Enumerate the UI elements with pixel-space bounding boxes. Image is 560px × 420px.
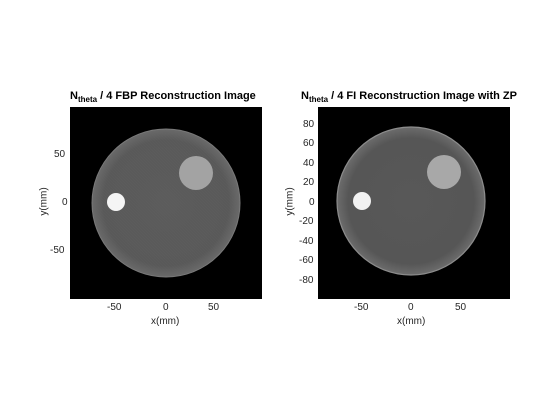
fi-title: Ntheta / 4 FI Reconstruction Image with … bbox=[301, 90, 517, 104]
fi-ytick: -60 bbox=[299, 255, 314, 266]
fi-ytick: 40 bbox=[303, 158, 315, 169]
fbp-title: Ntheta / 4 FBP Reconstruction Image bbox=[70, 90, 256, 104]
fbp-image bbox=[70, 107, 262, 299]
fbp-xtick: 50 bbox=[208, 302, 220, 313]
fbp-bright-insert bbox=[107, 193, 125, 211]
fbp-ylabel: y(mm) bbox=[38, 187, 50, 216]
fbp-xtick: 0 bbox=[163, 302, 169, 313]
fbp-xlabel: x(mm) bbox=[151, 316, 180, 327]
fi-xlabel: x(mm) bbox=[397, 316, 426, 327]
fi-ytick: 60 bbox=[303, 138, 315, 149]
fbp-ytick: 50 bbox=[54, 149, 66, 160]
fbp-ytick: -50 bbox=[50, 245, 65, 256]
fi-ytick: -40 bbox=[299, 236, 314, 247]
fi-xtick: 0 bbox=[408, 302, 414, 313]
fbp-gray-insert bbox=[179, 156, 213, 190]
fi-ytick: 0 bbox=[309, 197, 315, 208]
fi-image bbox=[318, 107, 510, 299]
fi-ytick: 20 bbox=[303, 177, 315, 188]
fi-xtick: 50 bbox=[455, 302, 467, 313]
fi-xtick: -50 bbox=[354, 302, 369, 313]
fi-ytick: -80 bbox=[299, 275, 314, 286]
fi-bright-insert bbox=[353, 192, 371, 210]
fi-ytick: 80 bbox=[303, 119, 315, 130]
fi-ylabel: y(mm) bbox=[284, 187, 296, 216]
fi-ytick: -20 bbox=[299, 216, 314, 227]
fbp-xtick: -50 bbox=[107, 302, 122, 313]
fi-gray-insert bbox=[427, 155, 461, 189]
fbp-ytick: 0 bbox=[62, 197, 68, 208]
